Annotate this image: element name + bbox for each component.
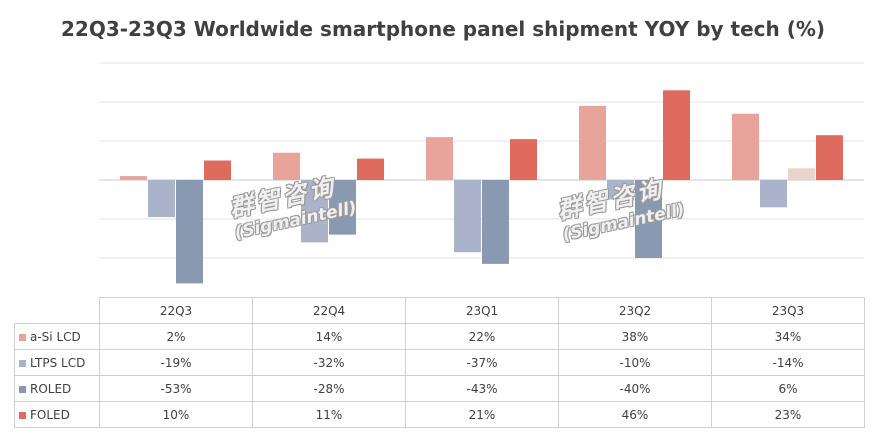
bar-foled-22q4 [357,158,384,180]
table-row-roled: ROLED -53% -28% -43% -40% 6% [14,375,865,402]
bar-ltps-lcd-22q4 [301,180,328,243]
bar-roled-23q1 [482,180,509,264]
table-col-header: 22Q4 [252,297,406,324]
table-header-row: 22Q3 22Q4 23Q1 23Q2 23Q3 [14,297,865,324]
legend-key-roled [19,385,26,393]
table-row-asi-lcd: a-Si LCD 2% 14% 22% 38% 34% [14,323,865,350]
bar-ltps-lcd-22q3 [148,180,175,218]
table-col-header: 22Q3 [99,297,253,324]
table-cell: -14% [711,349,865,376]
bar-foled-23q2 [663,90,690,180]
table-row-header: ROLED [14,375,100,402]
legend-key-ltps-lcd [19,359,26,367]
table-row-header: a-Si LCD [14,323,100,350]
table-cell: 2% [99,323,253,350]
table-corner [14,297,100,324]
table-row-ltps-lcd: LTPS LCD -19% -32% -37% -10% -14% [14,349,865,376]
table-cell: 23% [711,401,865,428]
bar-a-si-lcd-23q3 [732,113,759,180]
bar-ltps-lcd-23q3 [760,180,787,208]
table-cell: 38% [558,323,712,350]
table-cell: 10% [99,401,253,428]
table-col-header: 23Q1 [405,297,559,324]
bar-roled-23q2 [635,180,662,258]
table-cell: 22% [405,323,559,350]
table-cell: -43% [405,375,559,402]
table-cell: -37% [405,349,559,376]
bar-foled-23q1 [510,139,537,180]
table-cell: -40% [558,375,712,402]
table-cell: 21% [405,401,559,428]
legend-key-asi-lcd [19,333,26,341]
table-row-foled: FOLED 10% 11% 21% 46% 23% [14,401,865,428]
chart-title: 22Q3-23Q3 Worldwide smartphone panel shi… [60,17,826,41]
table-cell: -28% [252,375,406,402]
table-cell: 46% [558,401,712,428]
bar-a-si-lcd-23q1 [426,137,453,180]
table-cell: -10% [558,349,712,376]
table-col-header: 23Q3 [711,297,865,324]
bar-foled-23q3 [816,135,843,180]
table-cell: 34% [711,323,865,350]
data-table: 22Q3 22Q4 23Q1 23Q2 23Q3 a-Si LCD 2% 14%… [14,297,865,428]
bar-foled-22q3 [204,160,231,180]
chart-plot [99,62,864,284]
table-cell: 14% [252,323,406,350]
series-name: ROLED [30,381,72,396]
series-name: FOLED [30,407,70,422]
bar-roled-22q4 [329,180,356,235]
bar-a-si-lcd-23q2 [579,105,606,180]
bar-ltps-lcd-23q1 [454,180,481,253]
table-cell: -53% [99,375,253,402]
table-col-header: 23Q2 [558,297,712,324]
table-row-header: LTPS LCD [14,349,100,376]
table-cell: 6% [711,375,865,402]
bar-roled-23q3 [788,168,815,180]
table-cell: -32% [252,349,406,376]
table-cell: 11% [252,401,406,428]
bar-roled-22q3 [176,180,203,284]
bar-a-si-lcd-22q3 [120,176,147,180]
bar-ltps-lcd-23q2 [607,180,634,200]
bar-a-si-lcd-22q4 [273,152,300,180]
series-name: LTPS LCD [30,355,86,370]
table-row-header: FOLED [14,401,100,428]
series-name: a-Si LCD [30,329,81,344]
legend-key-foled [19,411,26,419]
table-cell: -19% [99,349,253,376]
